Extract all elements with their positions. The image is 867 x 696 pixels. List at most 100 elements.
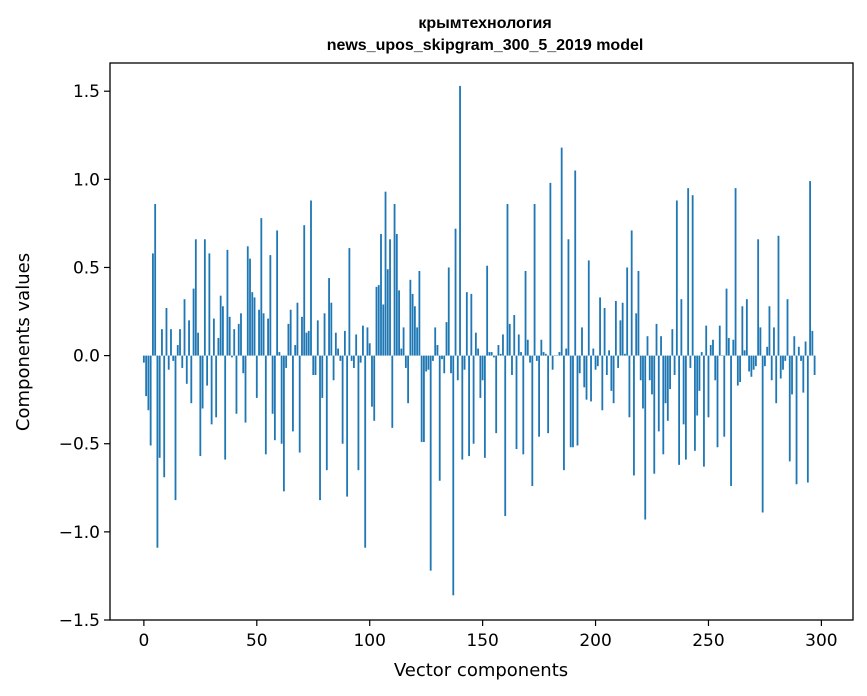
bar: [660, 336, 662, 356]
bar: [709, 345, 712, 356]
bar: [743, 350, 746, 356]
bar: [380, 233, 382, 356]
bar: [538, 355, 540, 437]
bar: [176, 345, 179, 356]
bar: [626, 267, 629, 356]
bar: [745, 299, 748, 356]
bar: [504, 355, 507, 516]
bar: [172, 355, 175, 361]
bar: [800, 355, 802, 361]
bar: [479, 355, 482, 398]
bar: [260, 218, 263, 356]
bar: [506, 204, 509, 356]
bar: [610, 355, 613, 391]
bar: [716, 355, 719, 448]
bar: [655, 323, 658, 356]
bar: [282, 355, 285, 492]
bar: [531, 355, 534, 487]
bar: [682, 355, 685, 425]
bar: [811, 330, 814, 356]
bar: [262, 313, 265, 356]
bar: [312, 355, 315, 375]
bar: [639, 355, 642, 381]
bar: [156, 355, 159, 548]
bar: [289, 309, 292, 356]
bar: [481, 355, 484, 381]
x-axis-label: Vector components: [394, 660, 568, 681]
bar: [436, 345, 439, 356]
bar: [402, 327, 405, 356]
bar: [495, 355, 498, 434]
bar: [194, 239, 197, 356]
bar: [303, 225, 306, 356]
bar: [759, 327, 762, 356]
bar: [576, 355, 579, 446]
bar: [179, 329, 181, 356]
bar: [773, 327, 775, 356]
bar: [145, 355, 148, 397]
bar: [298, 355, 301, 453]
bar: [621, 302, 624, 356]
bar: [323, 313, 326, 356]
bar: [791, 355, 793, 395]
bar: [443, 355, 446, 374]
bar: [646, 336, 649, 356]
bar: [343, 330, 346, 356]
bar: [420, 355, 423, 442]
bar: [739, 355, 741, 383]
bar: [502, 334, 504, 356]
bar: [325, 355, 328, 471]
bar: [617, 355, 620, 368]
bar: [730, 355, 732, 487]
bar: [224, 355, 227, 460]
bar: [391, 355, 394, 428]
bar: [651, 355, 653, 395]
bar: [201, 355, 204, 409]
bar: [450, 355, 452, 374]
bar: [691, 195, 694, 356]
bar: [305, 332, 308, 356]
bar: [797, 346, 800, 356]
bar: [212, 318, 215, 356]
bar: [154, 204, 157, 356]
bar: [696, 355, 699, 416]
bar: [334, 332, 337, 356]
bar: [294, 345, 297, 356]
bar: [563, 355, 565, 471]
bars-group: [142, 85, 816, 596]
bar: [547, 355, 550, 434]
bar: [572, 355, 574, 448]
bar: [673, 355, 676, 375]
bar: [734, 188, 737, 356]
y-tick-label: 1.5: [73, 82, 100, 102]
bar: [712, 339, 714, 356]
bar: [508, 323, 511, 356]
x-tick-label: 200: [579, 631, 611, 651]
bar: [373, 355, 376, 421]
bar: [779, 355, 782, 379]
bar: [488, 352, 491, 356]
bar: [468, 355, 470, 457]
bar: [355, 334, 358, 356]
bar: [185, 355, 188, 384]
bar: [560, 147, 563, 356]
bar: [432, 355, 434, 361]
bar: [565, 348, 568, 356]
x-tick-label: 0: [138, 631, 149, 651]
bar: [761, 355, 764, 513]
bar: [680, 299, 683, 356]
bar: [736, 355, 739, 386]
bar: [642, 355, 644, 409]
bar: [452, 355, 455, 596]
bar: [608, 350, 610, 356]
bar: [768, 306, 771, 356]
bar: [497, 345, 500, 356]
bar: [382, 304, 385, 356]
bar: [161, 329, 163, 356]
bar: [499, 353, 502, 356]
bar: [522, 355, 525, 455]
bar: [624, 353, 626, 356]
bar: [802, 355, 805, 393]
bar: [486, 265, 489, 356]
